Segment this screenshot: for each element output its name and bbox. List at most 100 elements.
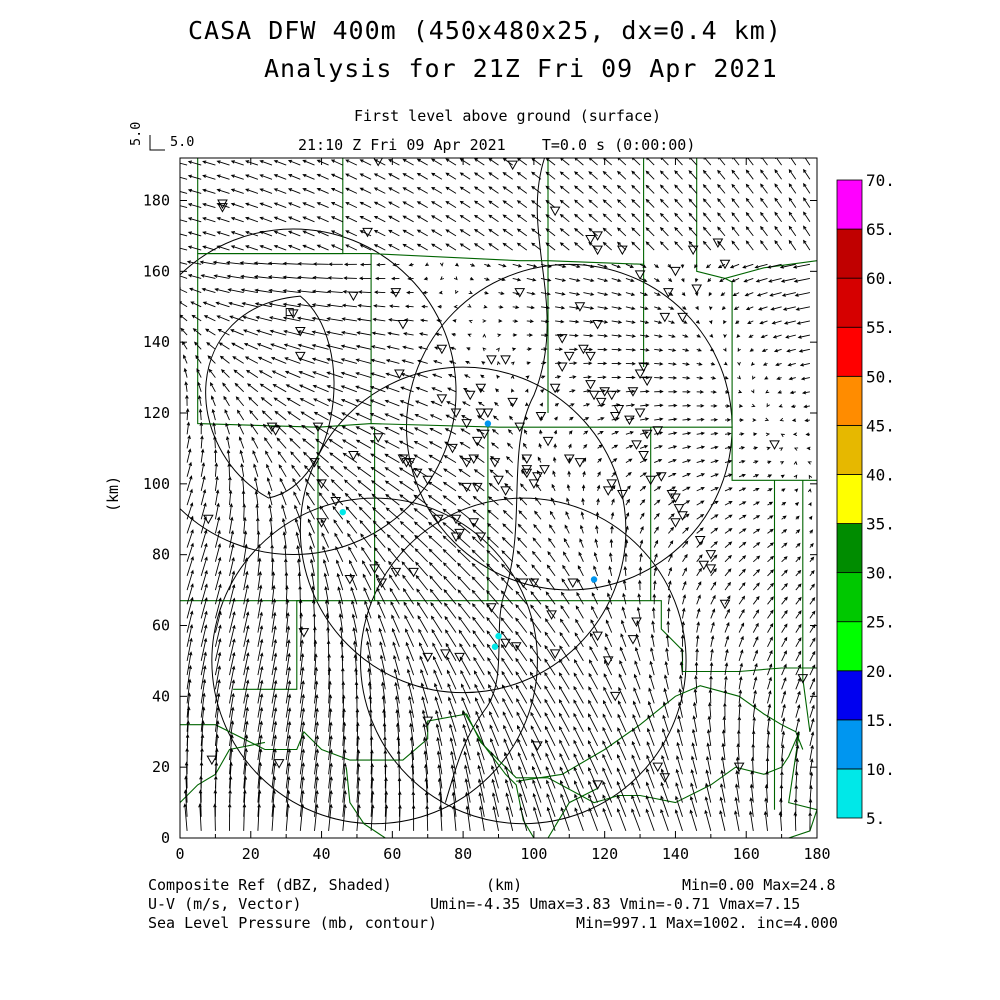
station-marker xyxy=(464,390,476,401)
station-marker xyxy=(673,504,685,514)
colorbar-label: 35. xyxy=(866,515,895,534)
colorbar-label: 5. xyxy=(866,809,885,828)
station-marker xyxy=(373,158,383,167)
county-boundary xyxy=(371,158,549,262)
station-marker xyxy=(514,288,526,298)
title-line-1: CASA DFW 400m (450x480x25, dx=0.4 km) xyxy=(188,16,782,45)
station-marker xyxy=(638,451,649,461)
station-marker xyxy=(436,394,448,404)
station-marker xyxy=(574,302,586,312)
station-marker xyxy=(659,312,671,323)
colorbar-label: 30. xyxy=(866,564,895,583)
station-marker xyxy=(549,206,561,217)
station-marker xyxy=(631,440,642,450)
colorbar-segment xyxy=(836,375,863,426)
colorbar-segment xyxy=(836,277,863,328)
station-marker xyxy=(549,383,561,394)
station-marker xyxy=(719,259,731,270)
county-boundary xyxy=(197,253,817,481)
station-marker xyxy=(634,270,646,280)
station-marker xyxy=(507,397,519,408)
county-boundary xyxy=(516,685,804,782)
station-marker xyxy=(677,511,688,521)
station-marker xyxy=(627,387,639,397)
station-marker xyxy=(542,436,554,447)
station-marker xyxy=(369,564,380,574)
station-marker xyxy=(468,454,480,465)
station-marker xyxy=(655,472,667,482)
colorbar-segment xyxy=(836,474,863,524)
vector-scale-key xyxy=(149,135,165,151)
colorbar-label: 55. xyxy=(866,318,895,337)
vector-scale-label-vertical: 5.0 xyxy=(128,121,144,146)
x-tick-label: 180 xyxy=(803,845,830,863)
y-tick-label: 100 xyxy=(143,475,170,493)
station-marker xyxy=(521,468,533,479)
y-tick-label: 0 xyxy=(161,829,170,847)
station-marker xyxy=(617,489,628,500)
station-marker xyxy=(440,649,451,659)
station-marker xyxy=(705,564,717,574)
station-marker xyxy=(585,234,596,245)
x-tick-label: 160 xyxy=(733,845,760,863)
colorbar-label: 10. xyxy=(866,760,895,779)
station-marker xyxy=(507,160,519,171)
station-marker xyxy=(500,638,511,649)
vector-scale-label: 5.0 xyxy=(170,134,195,150)
station-marker xyxy=(641,376,653,387)
station-marker xyxy=(411,468,423,479)
station-marker xyxy=(422,475,434,486)
station-marker xyxy=(588,390,600,401)
station-marker xyxy=(634,369,646,380)
level-label: First level above ground (surface) xyxy=(354,107,662,125)
station-marker xyxy=(471,482,483,493)
station-marker xyxy=(546,610,557,620)
station-marker xyxy=(712,238,724,249)
colorbar-label: 25. xyxy=(866,613,895,632)
footer-line-1-mid: (km) xyxy=(486,876,523,894)
colorbar: 5. 10. 15. 20. 25. 30. 35. 40. 45. 50. 55. 60. 65. 70… xyxy=(836,171,895,828)
station-marker xyxy=(461,419,473,429)
x-tick-label: 80 xyxy=(454,845,472,863)
footer-line-1-right: Min=0.00 Max=24.8 xyxy=(682,876,836,894)
station-marker xyxy=(670,518,681,528)
station-marker xyxy=(432,514,444,525)
station-marker xyxy=(461,458,473,468)
station-marker xyxy=(309,458,320,468)
station-marker xyxy=(461,482,473,493)
vector-scale-arrow xyxy=(149,135,165,151)
station-marker xyxy=(270,426,281,436)
station-marker xyxy=(532,472,543,482)
station-marker xyxy=(585,351,596,362)
county-boundary xyxy=(696,158,817,279)
station-marker xyxy=(422,716,434,727)
y-tick-label: 80 xyxy=(152,546,170,564)
station-marker xyxy=(489,458,501,468)
reflectivity-shading xyxy=(339,420,598,650)
station-marker xyxy=(769,440,780,450)
station-marker xyxy=(617,245,628,256)
station-marker xyxy=(475,408,487,419)
station-marker xyxy=(698,560,710,571)
station-marker xyxy=(694,536,706,546)
station-marker xyxy=(348,451,359,461)
station-marker xyxy=(592,631,603,642)
colorbar-segment xyxy=(836,768,863,819)
station-marker xyxy=(645,475,657,486)
station-marker xyxy=(631,617,642,627)
y-tick-label: 20 xyxy=(152,758,170,776)
station-marker xyxy=(592,245,603,256)
colorbar-label: 65. xyxy=(866,220,895,239)
station-marker xyxy=(482,408,494,419)
colorbar-segment xyxy=(836,572,863,623)
station-marker xyxy=(670,266,681,277)
station-marker xyxy=(330,497,342,507)
station-marker xyxy=(408,567,419,578)
y-tick-label: 120 xyxy=(143,404,170,422)
station-marker xyxy=(592,780,603,790)
station-marker xyxy=(820,501,829,509)
station-marker xyxy=(404,458,416,468)
station-marker xyxy=(436,344,448,355)
x-tick-label: 60 xyxy=(383,845,401,863)
county-boundary xyxy=(802,480,811,732)
